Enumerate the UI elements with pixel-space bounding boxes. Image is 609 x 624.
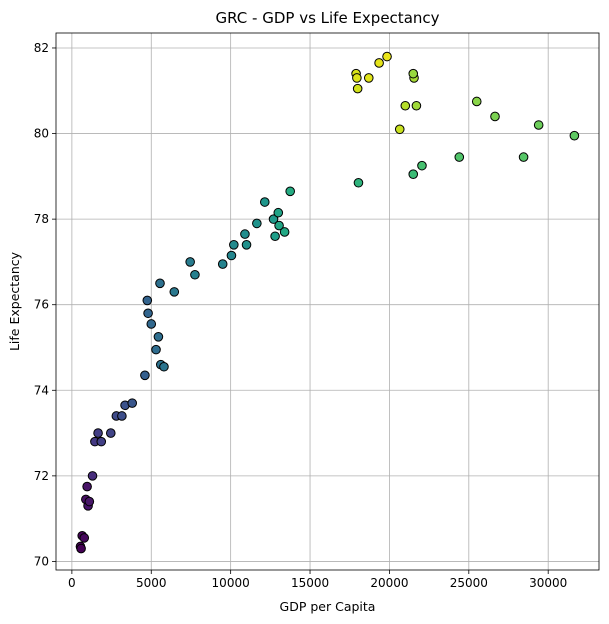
data-point: [140, 370, 150, 381]
data-point: [151, 344, 161, 355]
data-point: [96, 436, 107, 447]
data-point: [226, 250, 237, 261]
y-tick-label: 72: [34, 469, 49, 483]
data-point: [569, 130, 580, 141]
x-axis-label: GDP per Capita: [280, 599, 376, 614]
data-point: [217, 259, 228, 269]
x-tick-label: 5000: [136, 576, 167, 590]
data-point: [374, 58, 384, 68]
data-point: [490, 111, 500, 122]
data-point: [352, 83, 363, 94]
data-point: [400, 100, 411, 111]
data-point: [185, 257, 195, 267]
data-point: [352, 73, 362, 83]
data-point: [252, 218, 262, 229]
data-point: [241, 240, 252, 250]
data-point: [353, 177, 364, 188]
data-point: [146, 319, 157, 329]
x-tick-label: 30000: [529, 576, 567, 590]
x-axis-ticks: 0 5000 10000 15000 20000 25000 30000: [68, 570, 567, 590]
data-point: [153, 332, 164, 342]
y-tick-label: 74: [34, 383, 49, 397]
data-point: [159, 361, 169, 372]
data-point: [259, 197, 270, 207]
data-point: [268, 214, 279, 224]
y-tick-label: 70: [34, 554, 49, 568]
y-axis-label: Life Expectancy: [7, 251, 22, 351]
data-point: [79, 533, 90, 543]
data-point: [273, 207, 284, 218]
data-point: [417, 160, 427, 171]
y-tick-label: 76: [34, 298, 49, 312]
data-point: [274, 220, 284, 231]
data-point: [240, 229, 250, 239]
data-point: [394, 124, 405, 135]
data-point: [87, 471, 98, 481]
data-point: [518, 152, 529, 162]
data-point: [408, 169, 419, 180]
data-point: [93, 428, 103, 438]
data-point: [285, 186, 295, 197]
data-point: [411, 100, 422, 111]
x-tick-label: 10000: [212, 576, 250, 590]
y-tick-label: 78: [34, 212, 49, 226]
data-point: [471, 96, 482, 107]
data-point: [190, 269, 200, 280]
data-point: [533, 120, 544, 130]
data-point: [279, 227, 290, 237]
x-tick-label: 20000: [370, 576, 408, 590]
data-point: [169, 287, 180, 297]
data-point: [142, 295, 153, 306]
y-tick-label: 80: [34, 127, 49, 141]
plot-frame: [55, 32, 600, 571]
data-point: [105, 428, 116, 438]
data-point: [143, 308, 153, 319]
x-tick-label: 25000: [450, 576, 488, 590]
x-tick-label: 0: [68, 576, 76, 590]
y-tick-label: 82: [34, 41, 49, 55]
data-point: [84, 496, 95, 507]
x-tick-label: 15000: [291, 576, 329, 590]
chart-title: GRC - GDP vs Life Expectancy: [215, 9, 439, 27]
data-point: [127, 398, 138, 408]
data-points: [75, 51, 580, 554]
grid-lines: [56, 33, 599, 570]
data-point: [76, 543, 86, 554]
data-point: [408, 68, 419, 79]
data-point: [82, 481, 92, 492]
y-axis-ticks: 70 72 74 76 78 80 82: [34, 41, 56, 568]
data-point: [229, 240, 239, 250]
data-point: [155, 278, 165, 289]
data-point: [454, 152, 465, 162]
data-point: [363, 73, 374, 83]
data-point: [270, 231, 280, 242]
data-point: [382, 51, 392, 62]
data-point: [117, 411, 127, 421]
